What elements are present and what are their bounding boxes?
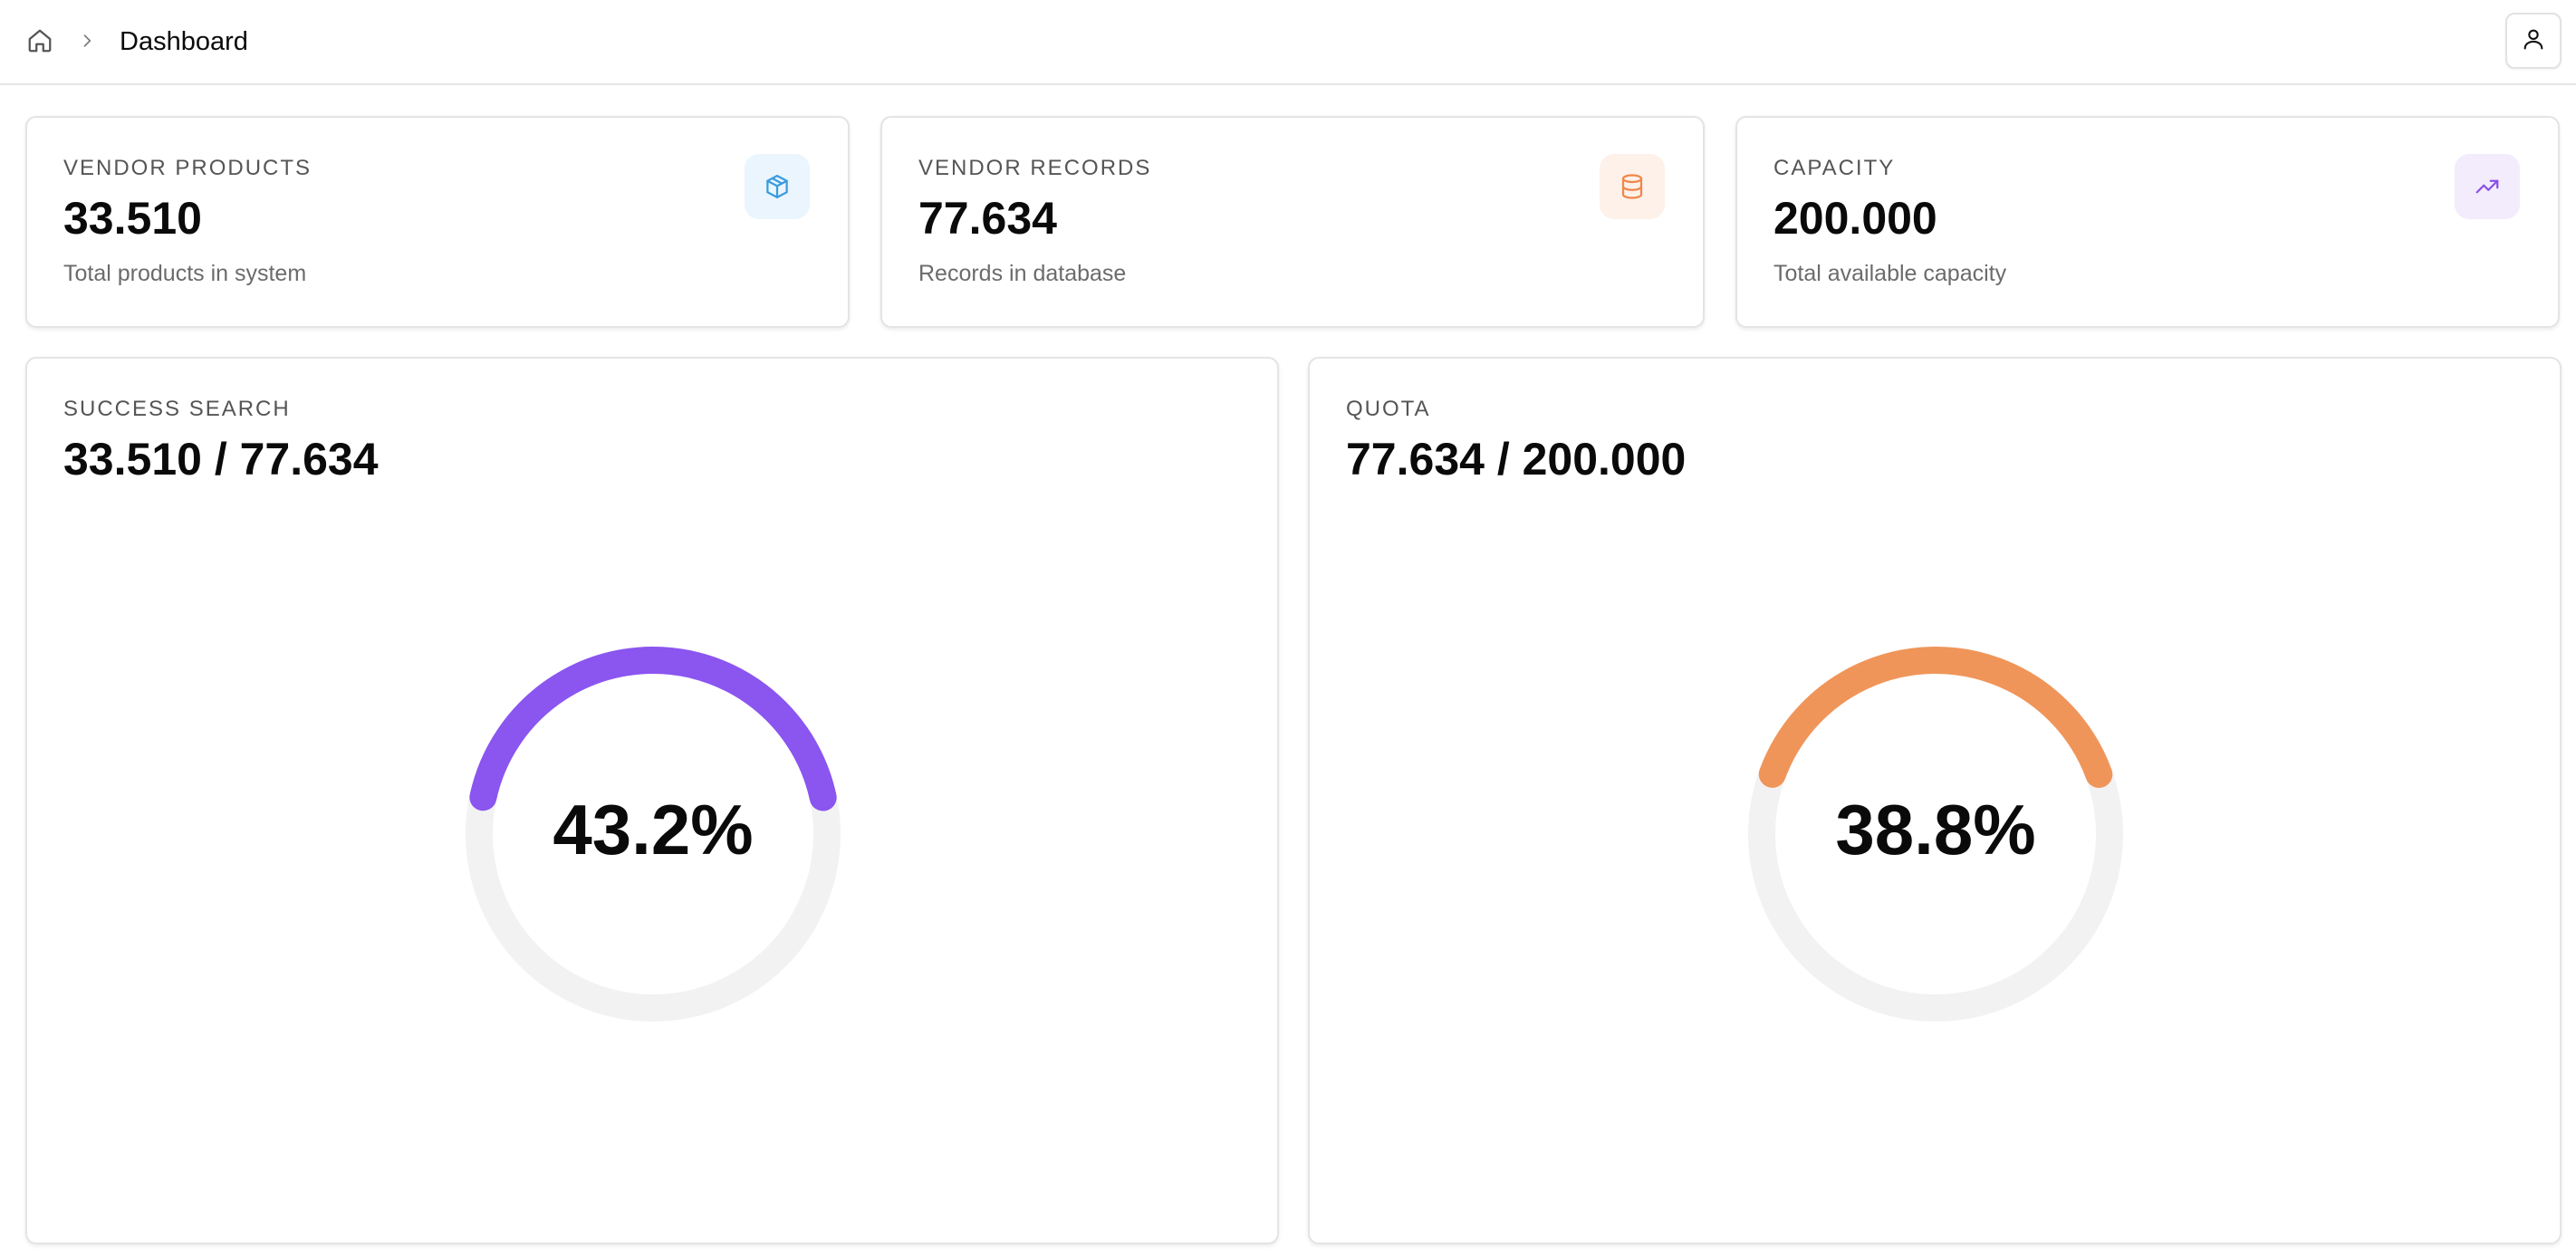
gauge-progress-arc xyxy=(1748,647,2123,1022)
stat-card-capacity: CAPACITY 200.000 Total available capacit… xyxy=(1735,116,2560,328)
gauge-card-quota: QUOTA 77.634 / 200.000 38.8% xyxy=(1308,357,2562,1244)
home-icon[interactable] xyxy=(24,24,56,57)
stat-label: CAPACITY xyxy=(1773,156,1896,180)
chevron-right-icon xyxy=(74,27,100,54)
stat-subtitle: Total products in system xyxy=(63,261,307,286)
gauge-card-success-search: SUCCESS SEARCH 33.510 / 77.634 43.2% xyxy=(25,357,1279,1244)
gauge-ratio: 77.634 / 200.000 xyxy=(1346,434,1687,485)
package-icon xyxy=(745,154,810,219)
success-search-gauge xyxy=(466,647,841,1022)
database-icon xyxy=(1600,154,1665,219)
breadcrumb-current: Dashboard xyxy=(120,27,248,56)
gauge-label: SUCCESS SEARCH xyxy=(63,397,291,421)
stat-card-vendor-products: VENDOR PRODUCTS 33.510 Total products in… xyxy=(25,116,850,328)
quota-gauge xyxy=(1748,647,2123,1022)
top-bar: Dashboard xyxy=(0,0,2576,85)
trending-up-icon xyxy=(2455,154,2520,219)
stat-label: VENDOR PRODUCTS xyxy=(63,156,312,180)
gauge-ratio: 33.510 / 77.634 xyxy=(63,434,379,485)
stat-value: 77.634 xyxy=(918,193,1057,244)
stat-subtitle: Total available capacity xyxy=(1773,261,2007,286)
stat-subtitle: Records in database xyxy=(918,261,1127,286)
gauge-percent: 43.2% xyxy=(553,789,754,869)
gauge-label: QUOTA xyxy=(1346,397,1431,421)
stat-card-vendor-records: VENDOR RECORDS 77.634 Records in databas… xyxy=(880,116,1705,328)
gauge-percent: 38.8% xyxy=(1835,789,2036,869)
stat-value: 33.510 xyxy=(63,193,202,244)
stat-value: 200.000 xyxy=(1773,193,1937,244)
stat-label: VENDOR RECORDS xyxy=(918,156,1152,180)
user-menu-button[interactable] xyxy=(2505,13,2562,69)
gauge-progress-arc xyxy=(466,647,841,1022)
user-icon xyxy=(2521,26,2546,56)
